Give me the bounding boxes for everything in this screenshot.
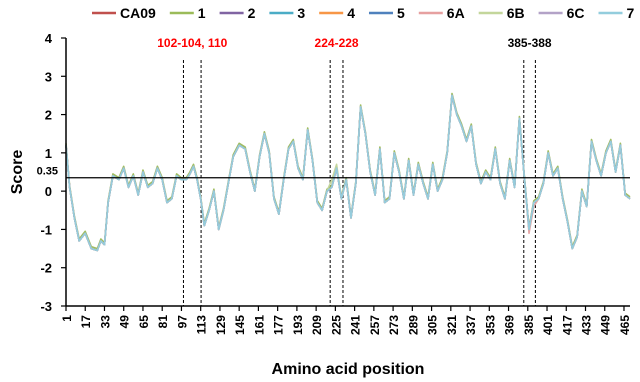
x-tick-label: 449	[599, 315, 613, 335]
y-axis-label: Score	[9, 150, 26, 195]
x-tick-label: 321	[445, 315, 459, 335]
x-tick-label: 273	[387, 315, 401, 335]
x-tick-label: 17	[79, 315, 93, 329]
x-tick-label: 49	[118, 315, 132, 329]
x-axis-label: Amino acid position	[272, 361, 425, 378]
x-tick-label: 65	[137, 315, 151, 329]
legend-entry: CA09	[120, 5, 156, 21]
y-tick-label: 1	[45, 146, 52, 161]
x-tick-label: 177	[272, 315, 286, 335]
x-tick-label: 433	[580, 315, 594, 335]
x-tick-label: 113	[195, 315, 209, 335]
x-tick-label: 209	[310, 315, 324, 335]
x-tick-label: 161	[252, 315, 266, 335]
series-line	[65, 94, 631, 252]
y-tick-label: 0	[45, 184, 52, 199]
region-label: 102-104, 110	[157, 36, 227, 50]
x-tick-label: 257	[368, 315, 382, 335]
y-tick-label: -3	[40, 299, 52, 314]
legend-entry: 5	[397, 5, 405, 21]
axes: -3 -2 -1 0 1 2 3 4 1 17 33 49 65 81 97 113 129 145 161 177 1…	[37, 31, 632, 335]
x-tick-label: 241	[349, 315, 363, 335]
x-tick-label: 145	[233, 315, 247, 335]
y-tick-label: -2	[40, 261, 52, 276]
x-tick-label: 417	[560, 315, 574, 335]
x-tick-label: 305	[426, 315, 440, 335]
x-tick-label: 33	[98, 315, 112, 329]
y-tick-label: 3	[45, 69, 52, 84]
region-label: 224-228	[315, 36, 359, 50]
x-tick-label: 1	[60, 315, 74, 322]
x-tick-label: 81	[156, 315, 170, 329]
legend-entry: 1	[198, 5, 206, 21]
x-tick-label: 193	[291, 315, 305, 335]
x-tick-label: 401	[541, 315, 555, 335]
region-label: 385-388	[508, 36, 552, 50]
legend-entry: 4	[347, 5, 355, 21]
legend: CA09 1 2 3 4 5 6A 6B 6C 7	[92, 5, 635, 21]
series-lines	[65, 92, 631, 252]
legend-entry: 6A	[447, 5, 465, 21]
x-tick-label: 465	[618, 315, 632, 335]
threshold-label: 0.35	[37, 166, 58, 178]
legend-entry: 6C	[567, 5, 585, 21]
y-tick-label: -1	[40, 222, 52, 237]
y-tick-label: 2	[45, 108, 52, 123]
x-tick-label: 129	[214, 315, 228, 335]
legend-entry: 7	[627, 5, 635, 21]
x-tick-label: 225	[329, 315, 343, 335]
x-tick-label: 385	[522, 315, 536, 335]
x-tick-label: 97	[175, 315, 189, 329]
legend-entry: 3	[297, 5, 305, 21]
legend-entry: 6B	[507, 5, 525, 21]
region-markers: 102-104, 110 224-228 385-388	[157, 36, 552, 306]
x-tick-label: 337	[464, 315, 478, 335]
x-tick-label: 369	[503, 315, 517, 335]
x-tick-label: 289	[406, 315, 420, 335]
y-tick-label: 4	[45, 31, 53, 46]
legend-entry: 2	[248, 5, 256, 21]
x-tick-label: 353	[483, 315, 497, 335]
